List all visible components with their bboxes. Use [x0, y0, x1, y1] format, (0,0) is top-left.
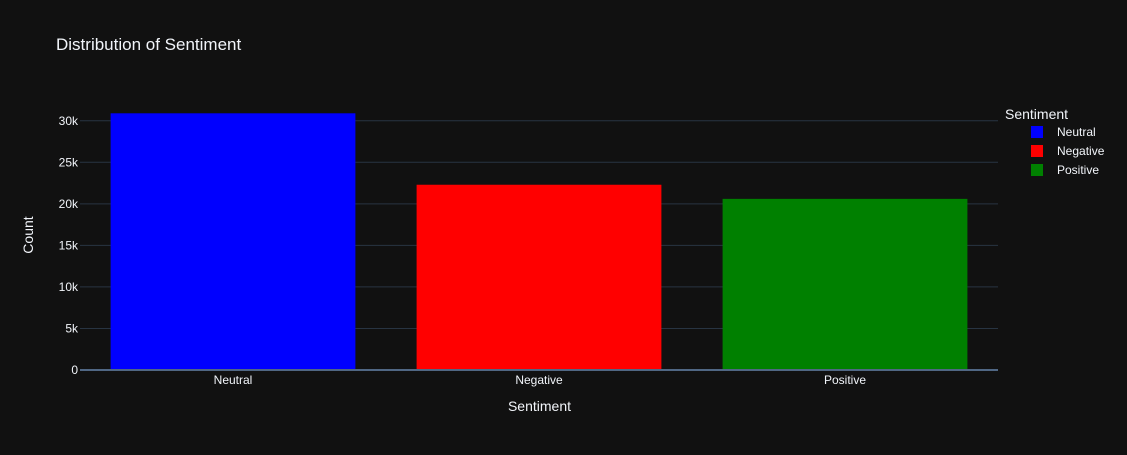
legend-swatch: [1031, 126, 1043, 138]
y-axis-title: Count: [20, 216, 36, 253]
bar-neutral[interactable]: [110, 113, 356, 371]
x-tick-label: Negative: [515, 373, 563, 387]
bars: [110, 113, 968, 371]
legend-swatch: [1031, 164, 1043, 176]
x-axis-title: Sentiment: [508, 398, 571, 414]
y-axis-ticks: 0 5k 10k 15k 20k 25k 30k: [59, 114, 79, 377]
y-tick-label: 30k: [59, 114, 79, 128]
legend-items: Neutral Negative Positive: [1031, 125, 1105, 177]
x-tick-label: Neutral: [214, 373, 253, 387]
x-tick-label: Positive: [824, 373, 866, 387]
legend-label: Negative: [1057, 144, 1105, 158]
bar-positive[interactable]: [722, 198, 968, 370]
y-tick-label: 0: [71, 363, 78, 377]
y-tick-label: 20k: [59, 197, 79, 211]
bar-negative[interactable]: [416, 184, 662, 370]
chart-title: Distribution of Sentiment: [56, 35, 241, 54]
legend-label: Neutral: [1057, 125, 1096, 139]
y-tick-label: 5k: [65, 321, 79, 335]
x-axis-ticks: Neutral Negative Positive: [214, 373, 867, 387]
legend-item-negative[interactable]: Negative: [1031, 144, 1105, 158]
legend-item-neutral[interactable]: Neutral: [1031, 125, 1096, 139]
legend: Sentiment Neutral Negative Positive: [1005, 106, 1105, 177]
y-tick-label: 25k: [59, 155, 79, 169]
legend-item-positive[interactable]: Positive: [1031, 163, 1099, 177]
legend-swatch: [1031, 145, 1043, 157]
legend-label: Positive: [1057, 163, 1099, 177]
y-tick-label: 15k: [59, 238, 79, 252]
legend-title: Sentiment: [1005, 106, 1068, 122]
y-tick-label: 10k: [59, 280, 79, 294]
